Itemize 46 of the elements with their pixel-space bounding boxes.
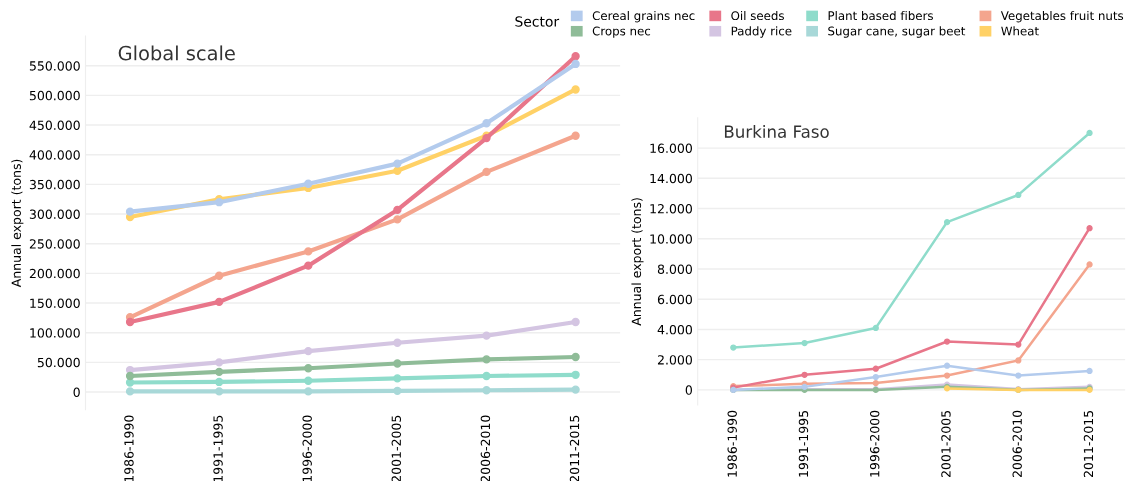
y-tick-label: 200.000 [29, 268, 80, 279]
y-tick-label: 500.000 [29, 90, 80, 101]
y-tick-label: 6.000 [657, 294, 692, 305]
x-tick-label: 1986-1990 [727, 410, 737, 477]
y-tick-label: 10.000 [650, 234, 692, 244]
x-tick-label: 2006-2010 [1012, 410, 1022, 478]
y-tick-label: 4.000 [657, 324, 692, 335]
y-tick-label: 300.000 [29, 209, 80, 219]
y-tick-label: 2.000 [657, 355, 692, 365]
x-tick-label: 1996-2000 [302, 415, 312, 481]
legend-label: Vegetables fruit nuts [1000, 10, 1124, 23]
legend-title: Sector [515, 16, 560, 27]
x-tick-label: 2011-2015 [1083, 410, 1094, 478]
y-tick-label: 150.000 [30, 298, 80, 308]
x-tick-label: 1986-1990 [124, 415, 134, 481]
legend-label: Cereal grains nec [592, 10, 695, 23]
y-tick-label: 100.000 [30, 328, 80, 338]
x-tick-label: 2001-2005 [391, 415, 402, 481]
y-tick-label: 250.000 [29, 239, 80, 249]
y-tick-label: 0 [73, 387, 80, 397]
legend-label: Wheat [1001, 26, 1039, 36]
chart-title: Global scale [118, 45, 235, 61]
legend-label: Oil seeds [731, 10, 784, 21]
legend-label: Crops nec [592, 26, 651, 38]
y-tick-label: 50.000 [37, 357, 80, 368]
x-tick-label: 1991-1995 [213, 415, 223, 481]
legend-label: Sugar cane, sugar beet [828, 26, 966, 38]
y-tick-label: 12.000 [650, 204, 692, 214]
x-tick-label: 2011-2015 [569, 415, 580, 481]
legend-label: Paddy rice [731, 26, 792, 38]
y-tick-label: 0 [685, 385, 692, 395]
x-tick-label: 2006-2010 [480, 415, 491, 481]
y-tick-label: 550.000 [29, 61, 80, 71]
y-tick-label: 350.000 [29, 179, 80, 190]
legend-label: Plant based fibers [828, 10, 933, 21]
y-tick-label: 8.000 [657, 264, 692, 274]
x-tick-label: 1991-1995 [798, 410, 809, 477]
chart-title: Burkina Faso [724, 125, 829, 138]
y-axis-title: Annual export (tons) [11, 159, 24, 288]
y-tick-label: 14.000 [650, 173, 692, 184]
x-tick-label: 2001-2005 [941, 410, 951, 478]
y-axis-title: Annual export (tons) [631, 198, 644, 326]
y-tick-label: 16.000 [650, 143, 692, 153]
x-tick-label: 1996-2000 [869, 410, 880, 477]
y-tick-label: 450.000 [29, 120, 80, 130]
y-tick-label: 400.000 [29, 150, 80, 160]
